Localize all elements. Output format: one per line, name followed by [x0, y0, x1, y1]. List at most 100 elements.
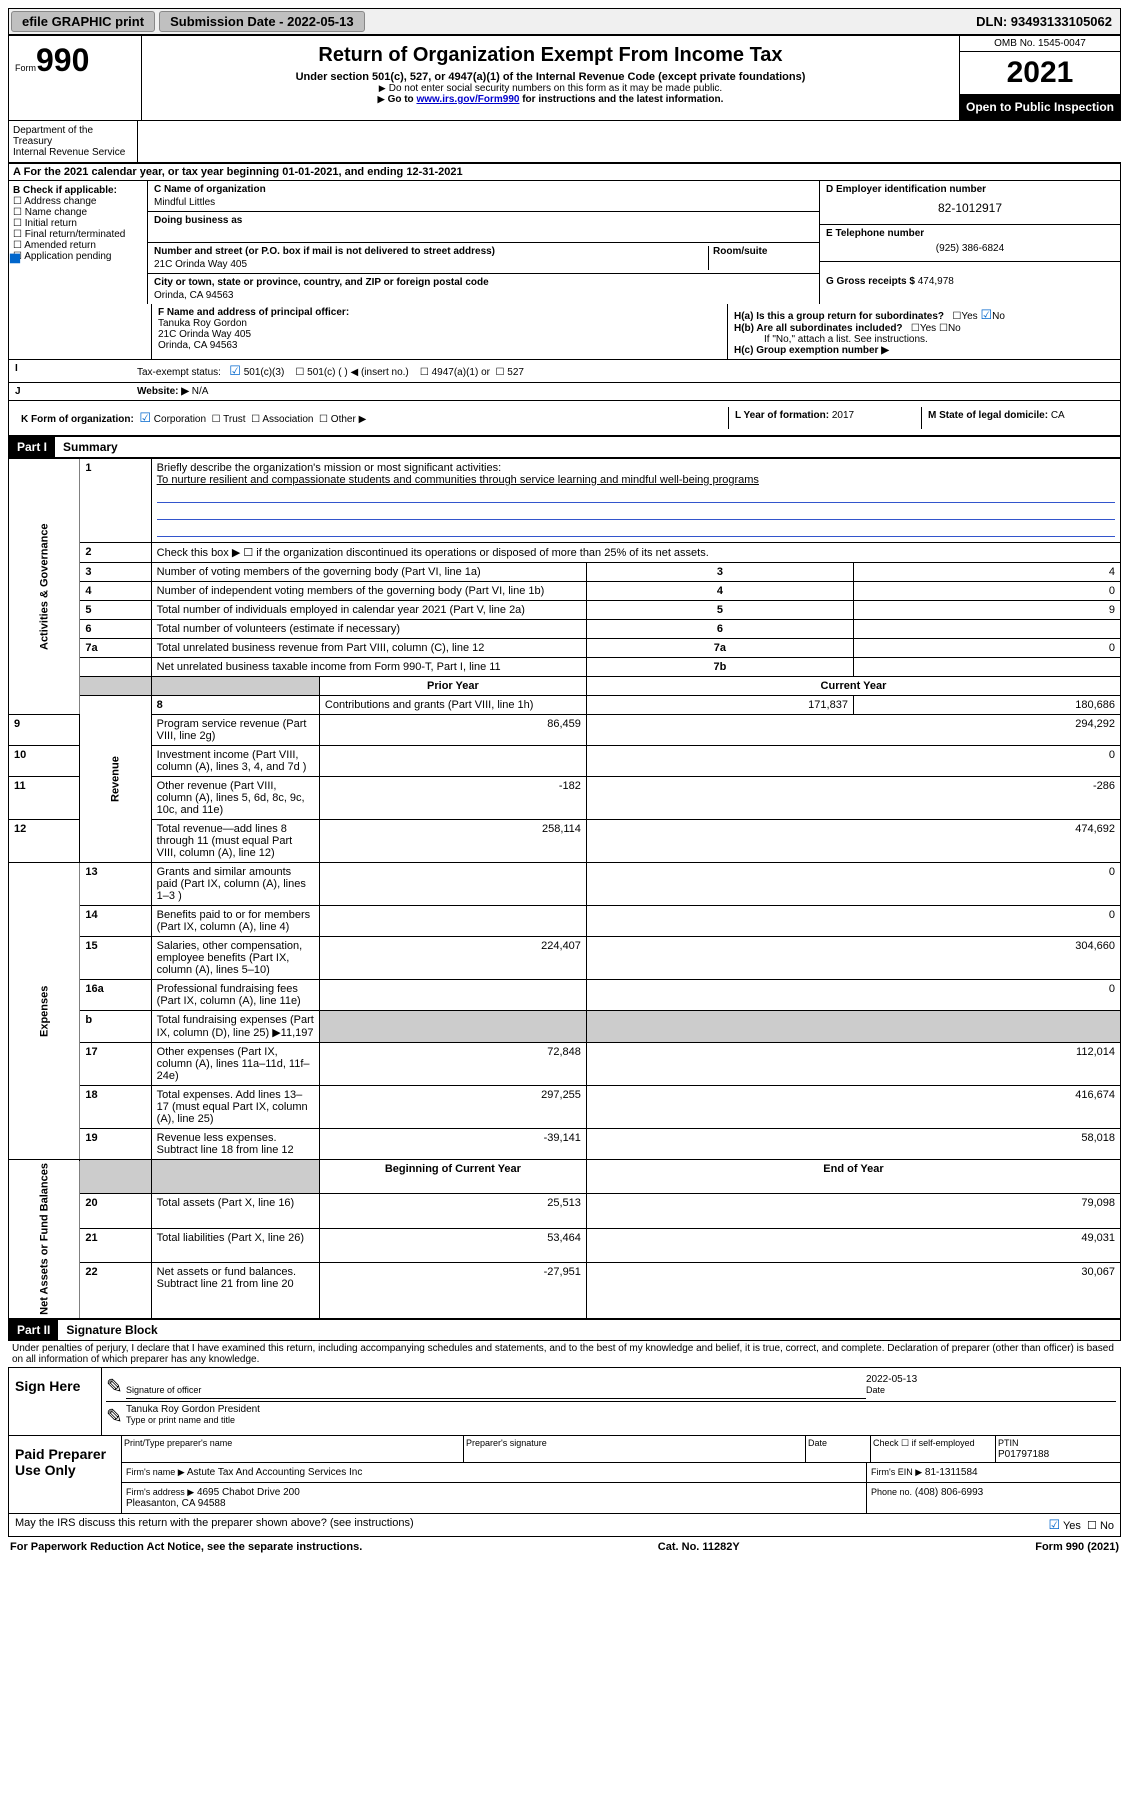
- b-opt-pending[interactable]: Application pending: [24, 251, 111, 262]
- col-hdr-row: Prior YearCurrent Year: [9, 677, 1121, 696]
- part2-header: Part II Signature Block: [8, 1319, 1121, 1341]
- firm-addr-lbl: Firm's address ▶: [126, 1487, 194, 1497]
- b-label: B Check if applicable:: [13, 185, 143, 196]
- b-opt-final[interactable]: Final return/terminated: [25, 229, 126, 240]
- i-4947[interactable]: 4947(a)(1) or: [432, 367, 490, 378]
- legal-domicile: CA: [1051, 410, 1065, 421]
- dln: DLN: 93493133105062: [968, 11, 1120, 32]
- g-label: G Gross receipts $: [826, 276, 915, 287]
- i-501c3[interactable]: 501(c)(3): [244, 367, 285, 378]
- hb-label: H(b) Are all subordinates included?: [734, 323, 903, 334]
- hb-yes[interactable]: Yes: [920, 323, 936, 334]
- k-corp[interactable]: Corporation: [154, 414, 206, 425]
- table-row: Net unrelated business taxable income fr…: [9, 658, 1121, 677]
- vert-activities: Activities & Governance: [9, 459, 80, 715]
- header-center: Return of Organization Exempt From Incom…: [142, 36, 959, 120]
- k-other[interactable]: Other ▶: [331, 414, 366, 425]
- submission-date: Submission Date - 2022-05-13: [159, 11, 365, 32]
- form-number-box: Form990: [9, 36, 142, 120]
- vert-revenue: Revenue: [80, 696, 151, 863]
- header-sub2a: Do not enter social security numbers on …: [152, 83, 949, 94]
- b-opt-initial[interactable]: Initial return: [25, 218, 77, 229]
- firm-phone-lbl: Phone no.: [871, 1487, 912, 1497]
- table-row: 19Revenue less expenses. Subtract line 1…: [9, 1129, 1121, 1160]
- q1-text: Briefly describe the organization's miss…: [157, 462, 501, 474]
- gross-receipts: 474,978: [918, 276, 954, 287]
- prep-date-lbl: Date: [806, 1436, 871, 1462]
- period-b: , and ending: [338, 166, 406, 178]
- status-row-i: I Tax-exempt status: ☑ 501(c)(3) ☐ 501(c…: [8, 360, 1121, 383]
- footer-pra: For Paperwork Reduction Act Notice, see …: [10, 1541, 362, 1553]
- b-opt-amended[interactable]: Amended return: [24, 240, 96, 251]
- ha-no[interactable]: No: [992, 311, 1005, 322]
- website: N/A: [192, 386, 209, 397]
- col-d-g: D Employer identification number 82-1012…: [819, 181, 1120, 304]
- i-label: Tax-exempt status:: [137, 367, 221, 378]
- firm-phone: (408) 806-6993: [915, 1487, 983, 1498]
- ein: 82-1012917: [826, 195, 1114, 221]
- table-row: 7aTotal unrelated business revenue from …: [9, 639, 1121, 658]
- footer: For Paperwork Reduction Act Notice, see …: [8, 1537, 1121, 1557]
- i-501c[interactable]: 501(c) ( ) ◀ (insert no.): [307, 367, 409, 378]
- part2-badge: Part II: [9, 1320, 58, 1340]
- k-label: K Form of organization:: [21, 414, 134, 425]
- table-row: 16aProfessional fundraising fees (Part I…: [9, 980, 1121, 1011]
- summary-table: Activities & Governance 1 Briefly descri…: [8, 458, 1121, 1319]
- part2-title: Signature Block: [58, 1320, 165, 1340]
- q2-text: Check this box ▶ ☐ if the organization d…: [151, 543, 1120, 563]
- signature-block: Sign Here ✎ Signature of officer 2022-05…: [8, 1367, 1121, 1514]
- header-right: OMB No. 1545-0047 2021 Open to Public In…: [959, 36, 1120, 120]
- prep-name-lbl: Print/Type preparer's name: [122, 1436, 464, 1462]
- paid-preparer-label: Paid Preparer Use Only: [9, 1436, 122, 1513]
- efile-btn[interactable]: efile GRAPHIC print: [11, 11, 155, 32]
- k-assoc[interactable]: Association: [262, 414, 313, 425]
- irs-yes[interactable]: Yes: [1063, 1520, 1081, 1532]
- l-label: L Year of formation:: [735, 410, 829, 421]
- footer-form: Form 990 (2021): [1035, 1541, 1119, 1553]
- goto-pre: Go to: [388, 94, 417, 105]
- firm-name: Astute Tax And Accounting Services Inc: [187, 1467, 362, 1478]
- section-k-l-m: K Form of organization: ☑ Corporation ☐ …: [8, 401, 1121, 436]
- irs-no[interactable]: No: [1100, 1520, 1114, 1532]
- b-opt-name[interactable]: Name change: [25, 207, 87, 218]
- table-row: 3Number of voting members of the governi…: [9, 563, 1121, 582]
- room-label: Room/suite: [713, 246, 813, 257]
- header-sub2b: Go to www.irs.gov/Form990 for instructio…: [152, 94, 949, 105]
- pen-icon: ✎: [106, 1404, 126, 1429]
- hb-no[interactable]: No: [948, 323, 961, 334]
- table-row: 22Net assets or fund balances. Subtract …: [9, 1262, 1121, 1318]
- part1-badge: Part I: [9, 437, 55, 457]
- e-label: E Telephone number: [826, 228, 1114, 239]
- footer-cat: Cat. No. 11282Y: [658, 1541, 740, 1553]
- hb-note: If "No," attach a list. See instructions…: [734, 334, 1114, 345]
- table-row: 17Other expenses (Part IX, column (A), l…: [9, 1043, 1121, 1086]
- d-label: D Employer identification number: [826, 184, 1114, 195]
- period-end: 12-31-2021: [406, 166, 462, 178]
- table-row: bTotal fundraising expenses (Part IX, co…: [9, 1011, 1121, 1043]
- prep-sig-lbl: Preparer's signature: [464, 1436, 806, 1462]
- i-527[interactable]: 527: [507, 367, 524, 378]
- checkmark-icon: ☑: [1048, 1517, 1060, 1532]
- ha-yes[interactable]: Yes: [961, 311, 977, 322]
- period-begin: 01-01-2021: [282, 166, 338, 178]
- form990-link[interactable]: www.irs.gov/Form990: [416, 94, 519, 105]
- firm-name-lbl: Firm's name ▶: [126, 1467, 185, 1477]
- check-self[interactable]: Check ☐ if self-employed: [871, 1436, 996, 1462]
- form-number: 990: [36, 42, 89, 78]
- b-opt-addr[interactable]: Address change: [24, 196, 96, 207]
- principal-officer: Tanuka Roy Gordon 21C Orinda Way 405 Ori…: [158, 318, 721, 351]
- open-public-badge: Open to Public Inspection: [960, 94, 1120, 120]
- checkmark-icon: ☑: [980, 307, 992, 322]
- period-a: For the 2021 calendar year, or tax year …: [24, 166, 283, 178]
- part1-title: Summary: [55, 437, 126, 457]
- top-bar: efile GRAPHIC print Submission Date - 20…: [8, 8, 1121, 35]
- col-b: B Check if applicable: ☐ Address change …: [9, 181, 148, 304]
- table-row: 20Total assets (Part X, line 16)25,51379…: [9, 1194, 1121, 1228]
- table-row: 15Salaries, other compensation, employee…: [9, 937, 1121, 980]
- table-row: 14Benefits paid to or for members (Part …: [9, 906, 1121, 937]
- header-sub1: Under section 501(c), 527, or 4947(a)(1)…: [152, 71, 949, 83]
- dept-treasury: Department of the Treasury Internal Reve…: [8, 121, 138, 162]
- sig-officer-lbl: Signature of officer: [126, 1385, 201, 1395]
- k-trust[interactable]: Trust: [223, 414, 245, 425]
- addr-label: Number and street (or P.O. box if mail i…: [154, 246, 708, 257]
